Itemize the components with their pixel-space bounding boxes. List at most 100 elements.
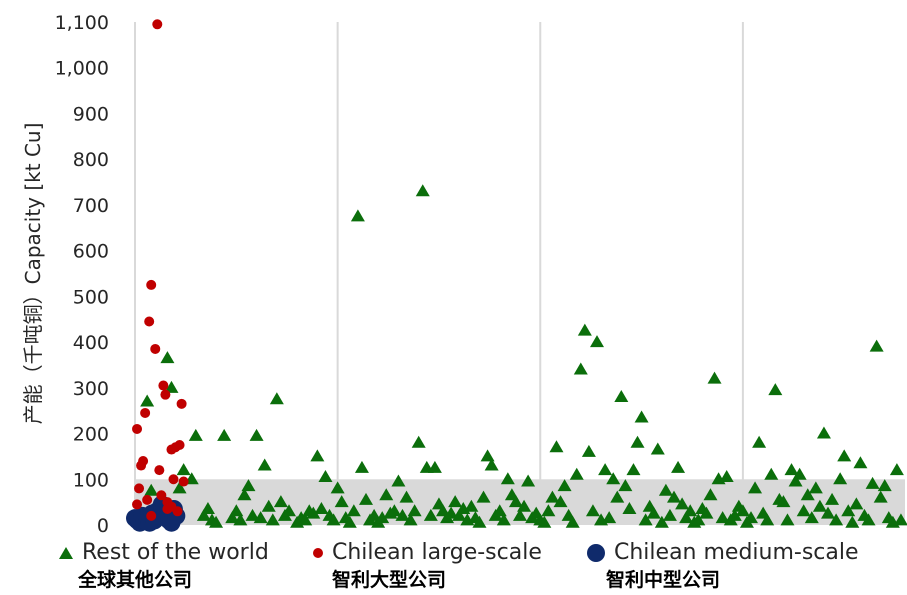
rest-of-world-point: [833, 472, 848, 485]
rest-of-world-point: [776, 495, 791, 508]
y-tick-label: 500: [73, 286, 109, 308]
rest-of-world-point: [861, 513, 876, 526]
rest-of-world-point: [796, 504, 811, 517]
chilean-large-point: [176, 398, 187, 409]
rest-of-world-point: [334, 495, 349, 508]
rest-of-world-point: [877, 479, 892, 492]
rest-of-world-point: [800, 488, 815, 501]
rest-of-world-point: [590, 335, 604, 348]
rest-of-world-point: [610, 490, 625, 503]
rest-of-world-point: [577, 323, 592, 336]
rest-of-world-point: [614, 389, 629, 402]
rest-of-world-point: [804, 511, 819, 524]
rest-of-world-point: [752, 435, 767, 448]
rest-of-world-point: [411, 435, 426, 448]
rest-of-world-point: [217, 428, 232, 441]
rest-of-world-point: [444, 506, 459, 519]
rest-of-world-point: [679, 511, 694, 524]
rest-of-world-point: [545, 490, 560, 503]
rest-of-world-point: [492, 504, 507, 517]
rest-of-world-point: [229, 504, 244, 517]
rest-of-world-point: [626, 463, 641, 476]
rest-of-world-point: [448, 495, 463, 508]
scatter-chart: 0 100 200 300 400 500 600 700 800 900 1,000 1,100 产能…: [21, 12, 907, 537]
rest-of-world-point: [691, 513, 706, 526]
chilean-large-point: [134, 483, 145, 494]
rest-of-world-point: [873, 490, 888, 503]
rest-of-world-point: [476, 490, 491, 503]
rest-of-world-point: [869, 339, 884, 352]
rest-of-world-point: [808, 481, 823, 494]
rest-of-world-point: [699, 506, 714, 519]
chilean-large-point: [138, 455, 149, 466]
legend-label-large-cn: 智利大型公司: [332, 569, 447, 591]
rest-of-world-point: [387, 504, 402, 517]
rest-of-world-point: [780, 513, 795, 526]
legend-item-chilean-medium-scale: Chilean medium-scale 智利中型公司: [586, 540, 859, 592]
rest-of-world-point: [233, 513, 248, 526]
rest-of-world-point: [683, 504, 698, 517]
rest-of-world-point: [557, 479, 572, 492]
chilean-large-point: [154, 465, 165, 476]
rest-of-world-point: [241, 479, 256, 492]
rest-of-world-point: [359, 492, 373, 505]
rest-of-world-point: [634, 410, 649, 423]
circle-marker-icon: [313, 547, 323, 558]
triangle-marker-icon: [59, 546, 73, 559]
rest-of-world-point: [257, 458, 272, 471]
rest-of-world-point: [273, 495, 288, 508]
legend-label-large: Chilean large-scale: [332, 540, 542, 565]
rest-of-world-point: [893, 513, 907, 526]
rest-of-world-point: [379, 488, 394, 501]
rest-of-world-point: [573, 362, 588, 375]
rest-of-world-point: [314, 501, 329, 514]
rest-of-world-point: [837, 449, 852, 462]
rest-of-world-point: [160, 351, 175, 364]
rest-of-world-point: [618, 479, 633, 492]
rest-of-world-point: [399, 490, 414, 503]
y-tick-label: 900: [73, 103, 109, 125]
chilean-large-point: [166, 501, 177, 512]
rest-of-world-point: [176, 463, 191, 476]
rest-of-world-point: [496, 513, 511, 526]
rest-of-world-point: [812, 499, 827, 512]
rest-of-world-point: [581, 444, 596, 457]
legend-label-rest: Rest of the world: [82, 540, 269, 565]
rest-of-world-point: [638, 513, 653, 526]
chilean-large-point: [152, 19, 163, 30]
chilean-large-point: [144, 316, 155, 327]
rest-of-world-point: [342, 515, 357, 528]
rest-of-world-point: [144, 483, 159, 496]
rest-of-world-point: [841, 504, 856, 517]
rest-of-world-point: [269, 392, 284, 405]
rest-of-world-point: [849, 497, 864, 510]
rest-of-world-point: [541, 504, 556, 517]
rest-of-world-point: [245, 508, 260, 521]
rest-of-world-point: [744, 511, 758, 524]
legend-item-chilean-large-scale: Chilean large-scale 智利大型公司: [312, 540, 542, 592]
rest-of-world-point: [537, 515, 552, 528]
rest-of-world-point: [667, 490, 681, 503]
rest-of-world-point: [265, 513, 280, 526]
rest-of-world-point: [464, 499, 479, 512]
rest-of-world-point: [310, 449, 325, 462]
chilean-large-point: [146, 279, 157, 290]
rest-of-world-point: [735, 504, 750, 517]
rest-of-world-point: [415, 184, 430, 197]
chilean-large-point: [150, 343, 161, 354]
rest-of-world-point: [282, 504, 296, 517]
chilean-large-point: [140, 407, 151, 418]
rest-of-world-point: [350, 209, 365, 222]
chilean-large-point: [132, 499, 143, 510]
rest-of-world-point: [565, 515, 580, 528]
y-tick-label: 800: [73, 149, 109, 171]
y-axis-label: 产能（千吨铜）Capacity [kt Cu]: [21, 123, 45, 425]
rest-of-world-point: [606, 472, 621, 485]
rest-of-world-point: [346, 504, 361, 517]
rest-of-world-point: [865, 476, 880, 489]
rest-of-world-point: [715, 511, 730, 524]
rest-of-world-point: [707, 371, 722, 384]
rest-of-world-point: [452, 508, 467, 521]
rest-of-world-point: [821, 506, 835, 519]
rest-of-world-point: [188, 428, 203, 441]
